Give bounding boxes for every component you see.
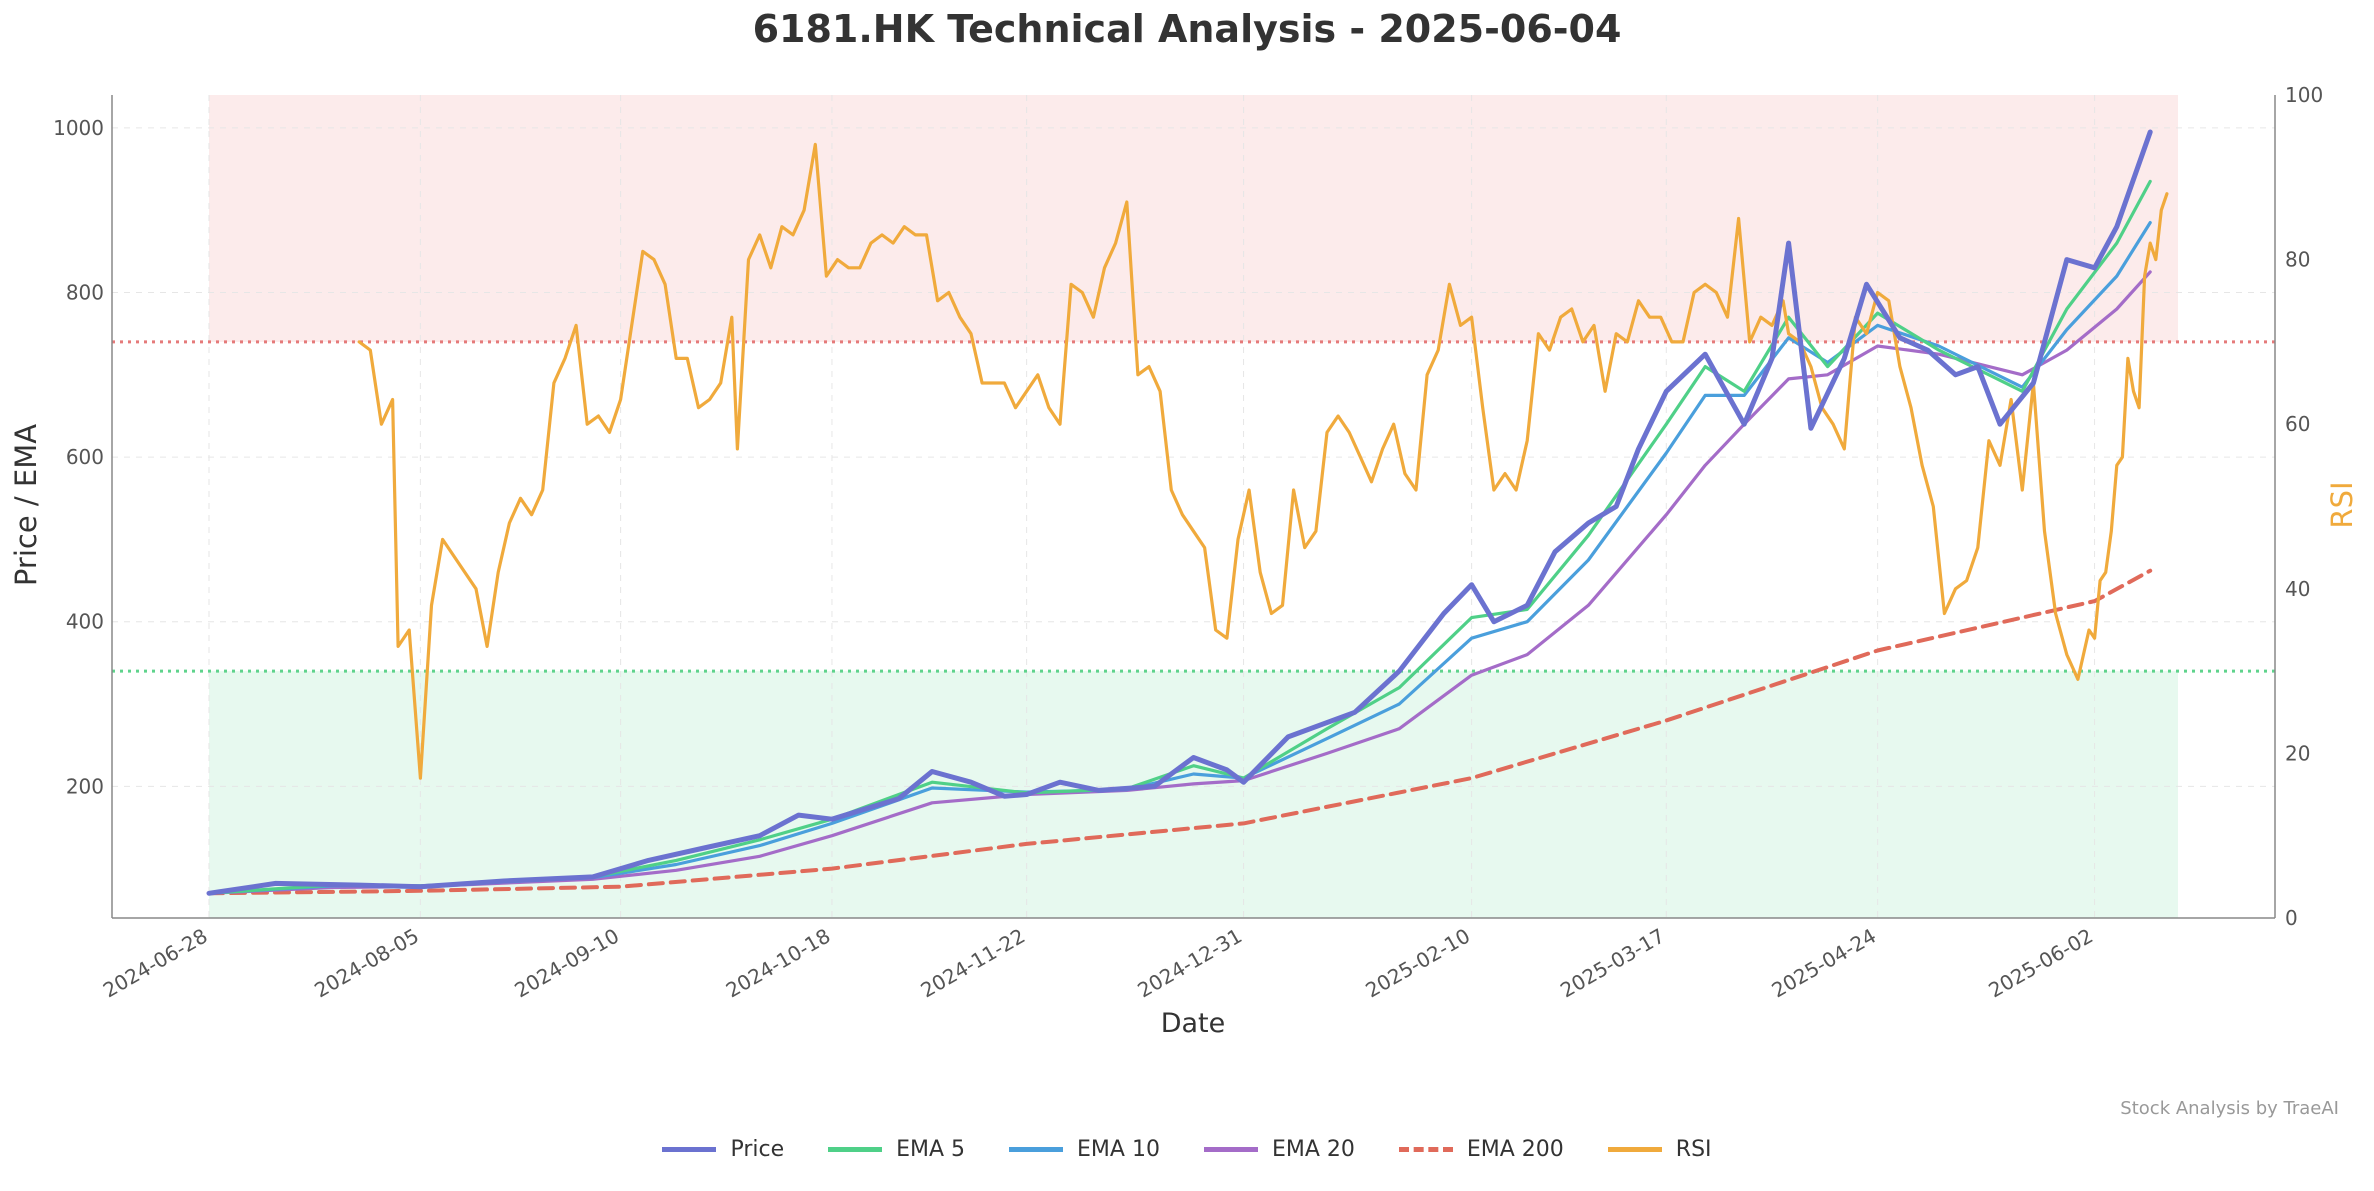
x-tick-label: 2025-03-17 bbox=[1556, 924, 1669, 1003]
y2-axis-label: RSI bbox=[2325, 481, 2359, 528]
legend-label: RSI bbox=[1675, 1137, 1712, 1162]
x-tick-label: 2024-06-28 bbox=[99, 924, 212, 1003]
x-tick-label: 2024-10-18 bbox=[722, 924, 835, 1003]
x-tick-label: 2024-11-22 bbox=[916, 924, 1029, 1003]
x-axis-label: Date bbox=[1161, 1008, 1226, 1039]
legend-item: EMA 200 bbox=[1398, 1137, 1564, 1162]
y-tick-label: 800 bbox=[66, 281, 104, 305]
legend-label: EMA 10 bbox=[1077, 1137, 1160, 1162]
y-tick-label: 400 bbox=[66, 610, 104, 634]
series-line-ema-5 bbox=[207, 179, 2152, 895]
y-tick-label: 600 bbox=[66, 445, 104, 469]
x-tick-label: 2025-02-10 bbox=[1361, 924, 1474, 1003]
y2-tick-label: 60 bbox=[2285, 412, 2310, 436]
legend-item: RSI bbox=[1607, 1137, 1712, 1162]
legend-swatch bbox=[1398, 1147, 1453, 1152]
y2-tick-label: 80 bbox=[2285, 248, 2310, 272]
y2-tick-label: 100 bbox=[2285, 83, 2323, 107]
legend-swatch bbox=[662, 1147, 717, 1152]
legend-swatch bbox=[1203, 1147, 1258, 1152]
series-line-ema-20 bbox=[207, 270, 2152, 895]
oversold-zone bbox=[209, 671, 2178, 918]
legend-item: EMA 10 bbox=[1009, 1137, 1160, 1162]
y2-tick-label: 20 bbox=[2285, 741, 2310, 765]
legend-item: EMA 20 bbox=[1203, 1137, 1355, 1162]
chart-title: 6181.HK Technical Analysis - 2025-06-04 bbox=[753, 7, 1622, 51]
series-line-rsi bbox=[357, 142, 2169, 780]
overbought-zone bbox=[209, 95, 2178, 342]
legend: Price EMA 5 EMA 10 EMA 20 EMA 200 RSI bbox=[0, 1137, 2374, 1162]
series-line-ema-200 bbox=[207, 568, 2153, 896]
y2-tick-label: 0 bbox=[2285, 906, 2298, 930]
legend-swatch bbox=[828, 1147, 883, 1152]
y-tick-label: 200 bbox=[66, 774, 104, 798]
legend-item: Price bbox=[662, 1137, 784, 1162]
y-tick-label: 1000 bbox=[53, 116, 104, 140]
watermark: Stock Analysis by TraeAI bbox=[2120, 1098, 2339, 1119]
series-line-ema-10 bbox=[207, 221, 2152, 895]
legend-swatch bbox=[1607, 1147, 1662, 1152]
series-line-price bbox=[206, 129, 2153, 896]
x-tick-label: 2025-06-02 bbox=[1984, 924, 2097, 1003]
legend-label: EMA 200 bbox=[1466, 1137, 1564, 1162]
legend-item: EMA 5 bbox=[828, 1137, 965, 1162]
legend-label: EMA 20 bbox=[1271, 1137, 1355, 1162]
x-tick-label: 2024-12-31 bbox=[1133, 924, 1246, 1003]
x-tick-label: 2024-09-10 bbox=[510, 924, 623, 1003]
legend-label: Price bbox=[730, 1137, 785, 1162]
legend-swatch bbox=[1009, 1147, 1064, 1152]
x-tick-label: 2025-04-24 bbox=[1767, 924, 1880, 1003]
legend-label: EMA 5 bbox=[896, 1137, 966, 1162]
y2-tick-label: 40 bbox=[2285, 577, 2310, 601]
y-axis-label: Price / EMA bbox=[9, 424, 43, 586]
x-tick-label: 2024-08-05 bbox=[310, 924, 423, 1003]
